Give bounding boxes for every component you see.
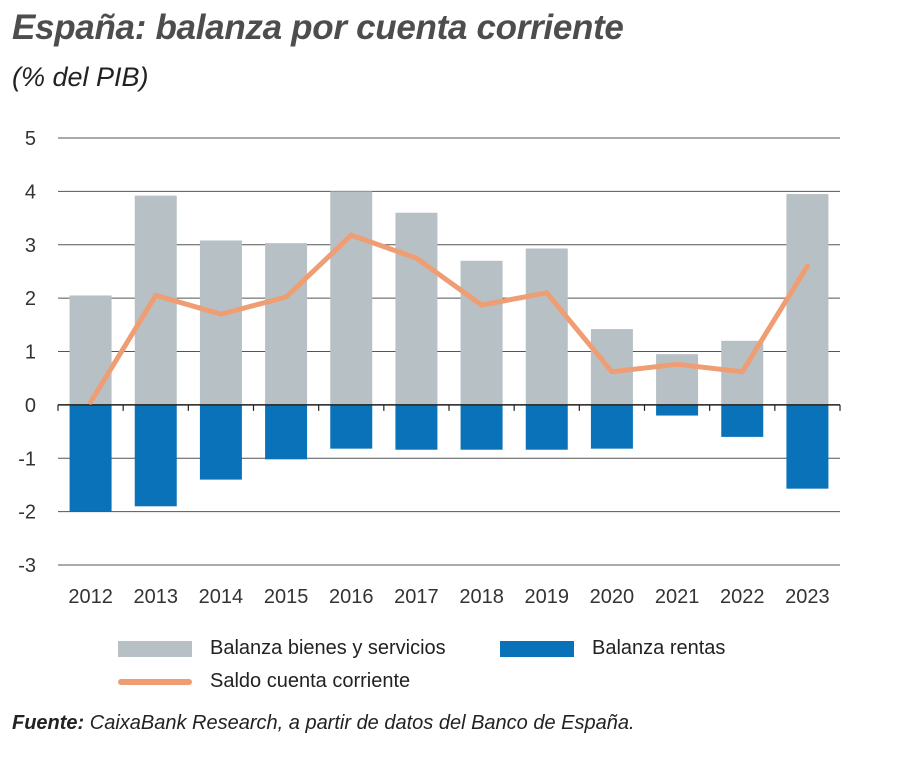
y-tick-label: -2 <box>18 502 36 524</box>
legend-swatch-income <box>500 640 574 657</box>
chart-subtitle: (% del PIB) <box>12 62 149 92</box>
bar-income-2017 <box>395 404 438 450</box>
legend-label-goods: Balanza bienes y servicios <box>210 637 446 659</box>
legend-label-income: Balanza rentas <box>592 637 726 659</box>
bar-goods-2019 <box>525 248 568 405</box>
bar-income-2020 <box>590 404 633 449</box>
x-tick-label: 2020 <box>590 586 635 608</box>
x-tick-label: 2019 <box>525 586 570 608</box>
legend-label-balance: Saldo cuenta corriente <box>210 670 411 692</box>
bar-goods-2021 <box>656 354 699 405</box>
bar-income-2012 <box>69 404 112 512</box>
y-tick-label: -1 <box>18 448 36 470</box>
legend-item-goods: Balanza bienes y servicios <box>118 637 446 660</box>
y-tick-label: 4 <box>25 181 36 203</box>
legend-swatch-balance <box>118 678 192 685</box>
x-tick-label: 2015 <box>264 586 309 608</box>
x-tick-label: 2018 <box>459 586 504 608</box>
y-tick-label: 0 <box>25 395 36 417</box>
y-tick-label: 3 <box>25 235 36 257</box>
y-tick-label: 1 <box>25 342 36 364</box>
x-tick-label: 2021 <box>655 586 700 608</box>
legend-item-income: Balanza rentas <box>500 637 725 660</box>
bar-goods-2020 <box>590 329 633 405</box>
bar-goods-2014 <box>199 240 242 405</box>
legend-swatch-goods <box>118 640 192 657</box>
bar-income-2015 <box>265 404 308 460</box>
x-tick-label: 2016 <box>329 586 374 608</box>
bar-income-2014 <box>199 404 242 480</box>
source-note: Fuente: CaixaBank Research, a partir de … <box>12 712 635 735</box>
legend-item-balance: Saldo cuenta corriente <box>118 670 410 693</box>
bar-income-2019 <box>525 404 568 450</box>
x-tick-label: 2013 <box>134 586 179 608</box>
line-saldo-cuenta-corriente <box>88 232 810 405</box>
bar-income-2022 <box>721 404 764 437</box>
bar-goods-2015 <box>265 243 308 405</box>
bar-goods-2023 <box>786 194 829 405</box>
bar-goods-2016 <box>330 191 373 405</box>
x-tick-label: 2022 <box>720 586 765 608</box>
x-tick-label: 2023 <box>785 586 830 608</box>
bar-goods-2012 <box>69 295 112 405</box>
source-label: Fuente: <box>12 712 85 734</box>
bar-income-2018 <box>460 404 503 450</box>
bar-income-2023 <box>786 404 829 489</box>
y-tick-label: 5 <box>25 128 36 150</box>
bar-income-2016 <box>330 404 373 449</box>
y-tick-label: -3 <box>18 555 36 577</box>
bar-goods-2018 <box>460 260 503 405</box>
source-text: CaixaBank Research, a partir de datos de… <box>84 712 635 734</box>
chart-title: España: balanza por cuenta corriente <box>12 8 624 47</box>
x-tick-label: 2014 <box>199 586 244 608</box>
x-tick-label: 2012 <box>68 586 113 608</box>
y-tick-label: 2 <box>25 288 36 310</box>
bar-income-2021 <box>656 404 699 416</box>
bar-income-2013 <box>134 404 177 507</box>
x-tick-label: 2017 <box>394 586 439 608</box>
bar-goods-2017 <box>395 212 438 405</box>
